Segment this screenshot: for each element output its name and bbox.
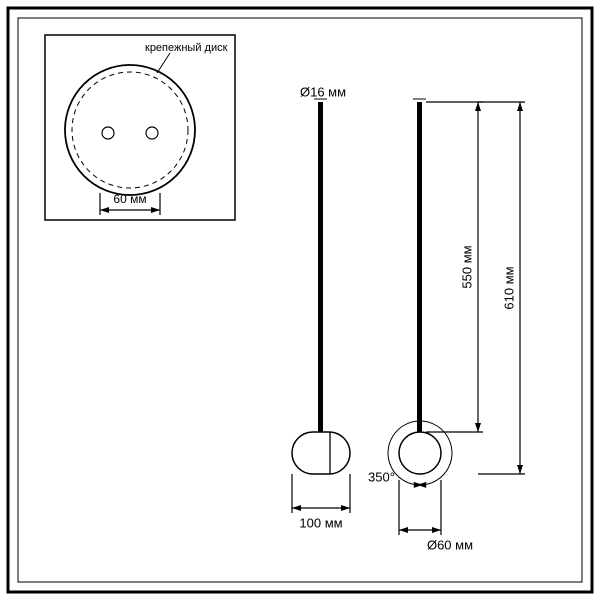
front-view [395, 95, 455, 545]
vertical-dimensions [470, 95, 540, 485]
mounting-disc-inset [45, 35, 235, 220]
side-view [285, 95, 365, 525]
